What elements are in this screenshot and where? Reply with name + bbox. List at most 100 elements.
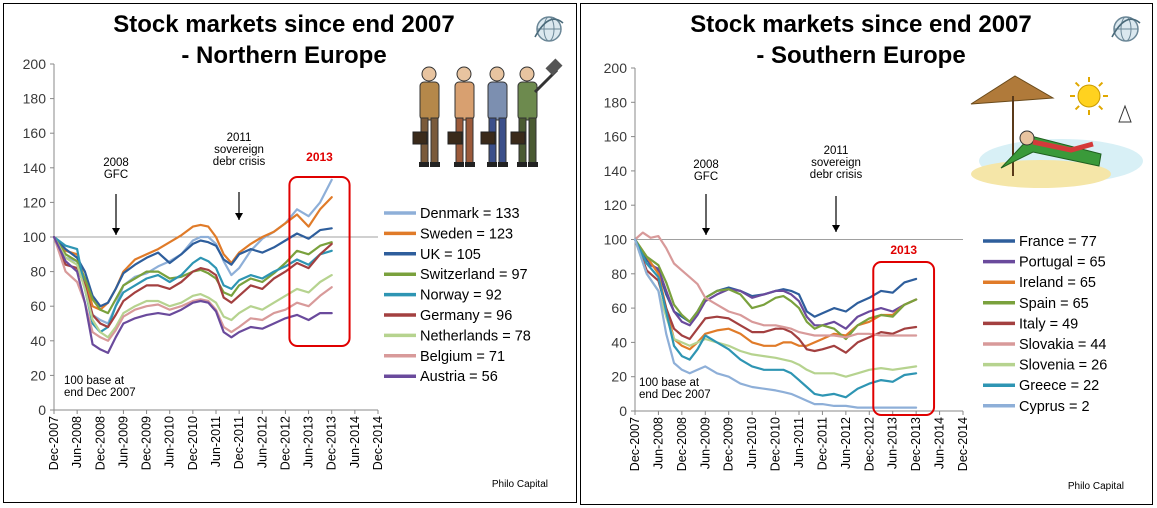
legend-label: Greece = 22 [1019,378,1099,394]
worker-figure [510,66,538,167]
series-line-germany [52,235,333,329]
x-tick-label: Jun-2009 [116,416,130,468]
y-tick-label: 180 [23,91,47,107]
annotation-text: GFC [104,169,128,181]
chart-title: Stock markets since end 2007 - Northern … [49,9,519,71]
worker-figure [412,66,440,167]
legend-label: Spain = 65 [1019,296,1089,312]
annotation-text: end Dec 2007 [639,389,711,401]
sand-icon [971,160,1111,188]
x-tick-label: Dec-2008 [675,417,689,471]
sun-ray [1074,105,1080,111]
series-line-netherlands [52,235,333,339]
x-tick-label: Jun-2013 [302,416,316,468]
chart-title-sub: - Northern Europe [181,42,387,69]
worker-body [419,81,440,121]
series-line-cyprus [633,238,918,409]
annotation-arrowhead [832,225,840,232]
annotation-text: end Dec 2007 [64,387,136,399]
sun-ray [1074,81,1080,87]
worker-leg [498,117,507,165]
worker-body [454,81,475,121]
series-line-italy [633,238,918,354]
highlight-label: 2013 [890,243,917,257]
x-tick-label: Dec-2013 [909,417,923,471]
logo-globe-icon [1111,16,1141,42]
worker-shoe [487,162,497,167]
y-tick-label: 160 [23,125,47,141]
worker-head [456,66,472,82]
legend-label: Denmark = 133 [420,206,520,222]
legend-label: Ireland = 65 [1019,275,1096,291]
worker-shoe [517,162,527,167]
annotation-text: 2008 [103,157,129,169]
x-tick-label: Jun-2008 [651,417,665,469]
x-tick-label: Jun-2010 [163,416,177,468]
worker-leg [528,117,537,165]
worker-figure [447,66,475,167]
chart-title-main: Stock markets since end 2007 [113,11,455,38]
annotation-text: debr crisis [810,169,863,181]
sun-icon [1077,84,1101,108]
y-tick-label: 180 [604,94,628,110]
x-tick-label: Dec-2013 [325,416,339,470]
annotation-text: GFC [694,171,718,183]
worker-shoe [430,162,440,167]
series-line-slovenia [633,238,918,378]
y-tick-label: 60 [611,300,627,316]
globe-orbit [534,18,564,38]
worker-leg [430,117,439,165]
x-tick-label: Dec-2011 [815,417,829,470]
x-tick-label: Jun-2009 [698,417,712,469]
worker-head [421,66,437,82]
x-tick-label: Dec-2009 [722,417,736,471]
x-tick-label: Dec-2011 [232,416,246,469]
x-tick-label: Dec-2014 [956,417,970,471]
legend-label: Slovenia = 26 [1019,358,1107,374]
y-tick-label: 200 [23,56,47,72]
y-tick-label: 20 [611,369,627,385]
x-tick-label: Dec-2014 [371,416,385,470]
x-tick-label: Dec-2012 [278,416,292,470]
worker-figure [480,66,508,167]
y-tick-label: 0 [619,403,627,419]
series-line-portugal [633,238,918,330]
annotation-text: 2008 [693,159,719,171]
y-tick-label: 0 [38,402,46,418]
x-tick-label: Dec-2007 [47,416,61,470]
worker-shoe [465,162,475,167]
worker-bag [480,131,496,145]
logo-globe-icon [534,16,564,42]
series-line-belgium [52,235,333,342]
worker-bag [412,131,428,145]
y-tick-label: 140 [23,160,47,176]
chart-title: Stock markets since end 2007 - Southern … [626,9,1096,71]
legend-label: France = 77 [1019,234,1097,250]
worker-shoe [498,162,508,167]
y-tick-label: 20 [30,367,46,383]
y-tick-label: 120 [604,197,628,213]
x-tick-label: Jun-2014 [348,416,362,468]
worker-head [489,66,505,82]
annotation-text: sovereign [811,157,861,169]
highlight-box-2013 [288,176,351,347]
y-tick-label: 60 [30,298,46,314]
sailboat-icon [1118,104,1132,123]
x-tick-label: Jun-2014 [933,417,947,469]
sun-ray [1098,105,1104,111]
annotation-text: sovereign [214,144,264,156]
source-label: Philo Capital [1067,481,1124,492]
beach-illustration-icon [970,75,1143,188]
legend-label: Switzerland = 97 [420,267,528,283]
worker-shoe [528,162,538,167]
legend-label: Austria = 56 [420,369,498,385]
series-line-slovakia [633,231,918,339]
highlight-label: 2013 [306,150,333,164]
x-tick-label: Jun-2012 [839,417,853,469]
y-tick-label: 120 [23,194,47,210]
y-tick-label: 40 [611,334,627,350]
legend-label: Sweden = 123 [420,226,513,242]
workers-illustration-icon [412,58,563,167]
legend-label: Portugal = 65 [1019,255,1106,271]
legend-label: UK = 105 [420,247,481,263]
